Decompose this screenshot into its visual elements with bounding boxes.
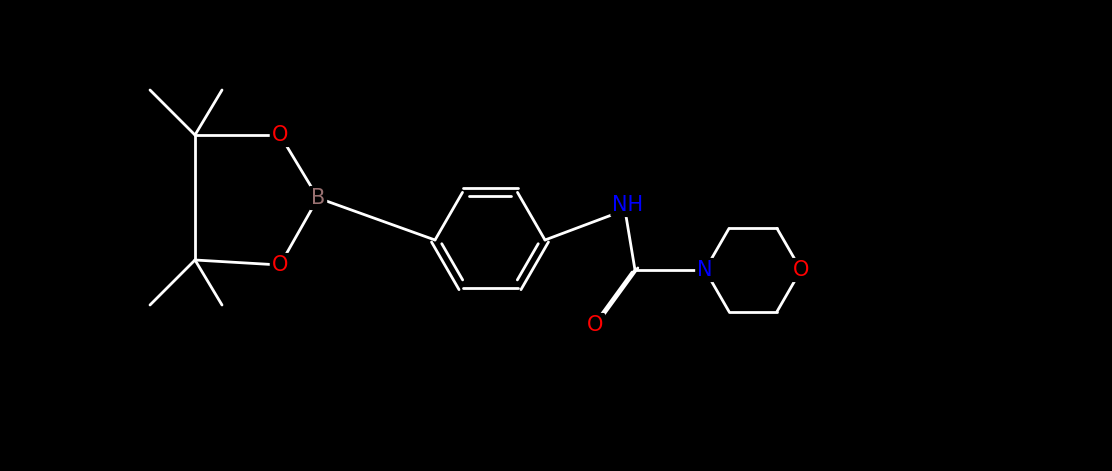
Text: O: O	[793, 260, 810, 280]
Text: O: O	[587, 315, 603, 335]
Text: B: B	[311, 188, 325, 208]
Text: O: O	[271, 125, 288, 145]
Text: O: O	[271, 255, 288, 275]
Text: NH: NH	[613, 195, 644, 215]
Text: N: N	[697, 260, 713, 280]
